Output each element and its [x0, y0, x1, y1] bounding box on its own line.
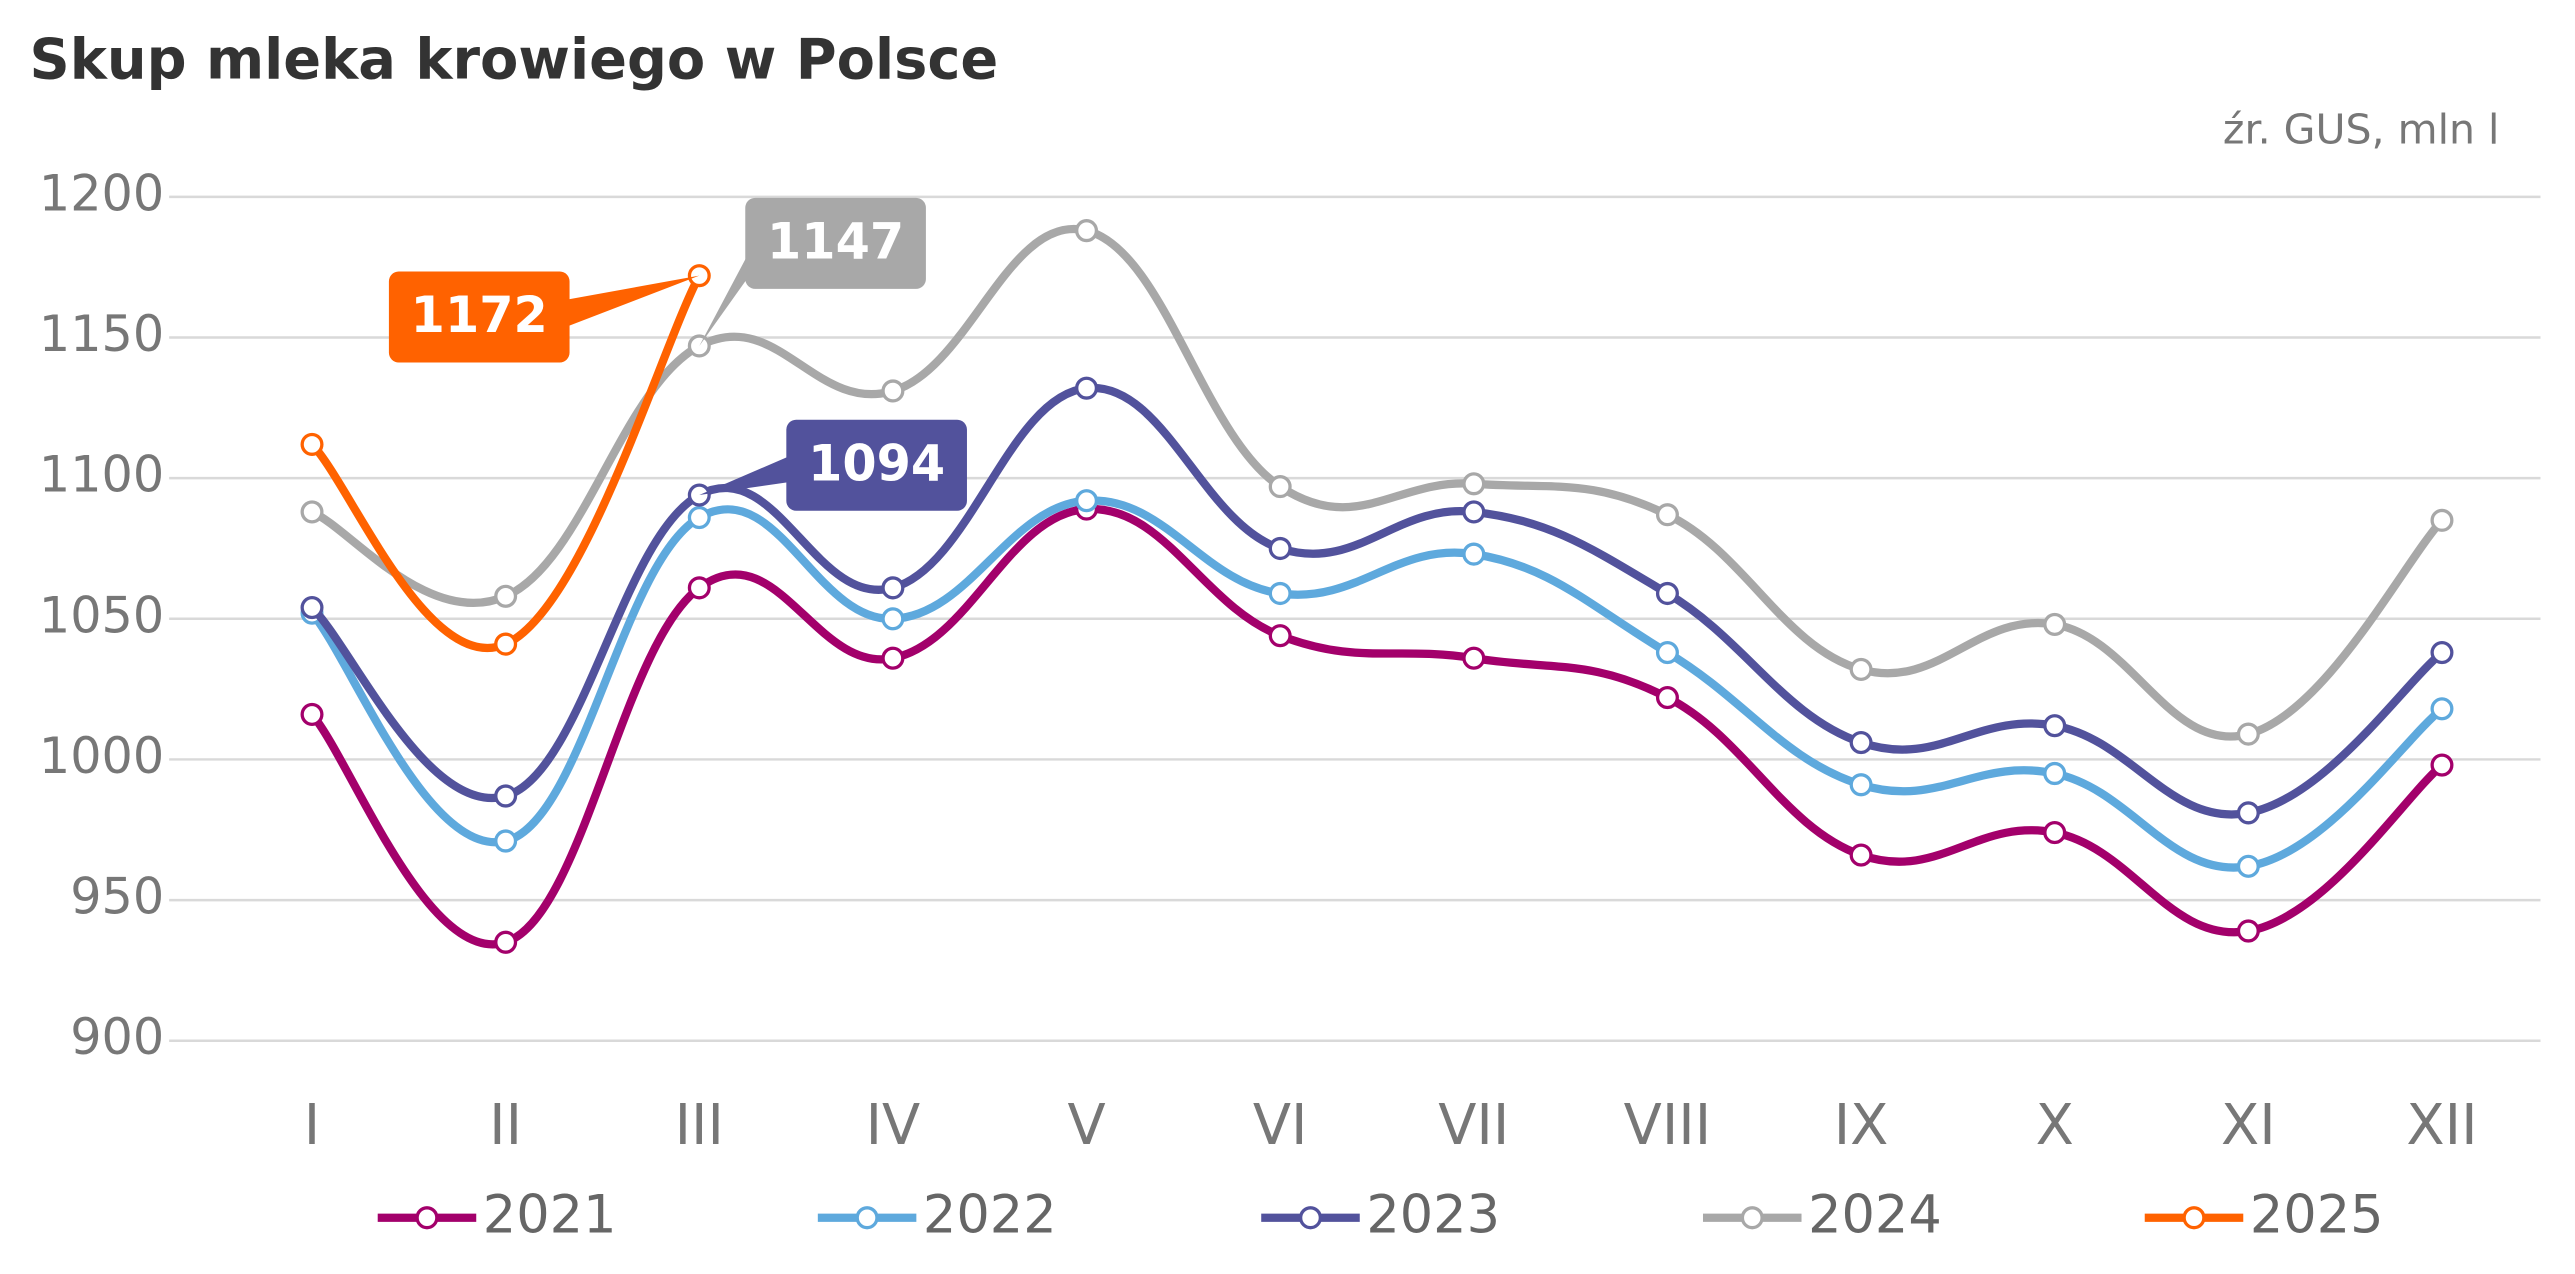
data-point [1075, 376, 1099, 400]
data-point [1462, 646, 1486, 670]
data-point [2236, 722, 2260, 746]
data-point [881, 607, 905, 631]
legend-marker [855, 1206, 879, 1230]
data-point [2043, 612, 2067, 637]
data-point [300, 432, 324, 456]
legend-marker [2182, 1206, 2206, 1230]
legend-marker [415, 1206, 439, 1230]
data-point [1849, 730, 1873, 755]
data-label: 1094 [808, 434, 945, 492]
x-tick-label: XI [2221, 1093, 2276, 1158]
data-point [2236, 854, 2260, 878]
callout-pointer [699, 450, 803, 496]
data-point [1462, 472, 1486, 496]
data-point [1268, 536, 1292, 561]
data-point [1462, 542, 1486, 566]
x-tick-label: XII [2406, 1093, 2477, 1158]
x-tick-label: III [675, 1093, 724, 1158]
data-point [300, 702, 324, 727]
data-point [2043, 820, 2067, 845]
data-point [1655, 685, 1679, 710]
y-tick-label: 950 [70, 867, 164, 925]
legend-marker [1298, 1206, 1322, 1230]
callout-box [745, 197, 926, 289]
data-label: 1172 [411, 286, 548, 344]
data-point [1849, 657, 1873, 682]
x-tick-label: IX [1834, 1093, 1889, 1158]
data-point [1268, 475, 1292, 499]
series-line [307, 383, 2447, 819]
legend-label: 2021 [483, 1184, 617, 1245]
chart-title: Skup mleka krowiego w Polsce [30, 27, 999, 92]
data-point [1655, 503, 1679, 527]
x-tick-label: VII [1438, 1093, 1509, 1158]
data-point [881, 646, 905, 670]
series-line [307, 224, 2447, 741]
series-line [307, 496, 2447, 872]
data-point [1268, 624, 1292, 648]
legend-marker [1740, 1206, 1764, 1230]
data-point [2430, 640, 2454, 665]
data-point [1849, 843, 1873, 867]
data-point [2430, 753, 2454, 777]
data-point [494, 930, 518, 954]
data-point [494, 584, 518, 608]
data-point [687, 576, 711, 600]
data-point [1075, 219, 1099, 243]
x-tick-label: X [2036, 1093, 2074, 1158]
x-tick-label: VI [1253, 1093, 1308, 1158]
y-tick-label: 1000 [39, 727, 164, 785]
data-point [494, 829, 518, 853]
data-point [2236, 801, 2260, 825]
x-tick-label: I [304, 1093, 320, 1158]
legend-label: 2024 [1808, 1184, 1942, 1245]
y-tick-label: 900 [70, 1008, 164, 1066]
x-tick-label: IV [866, 1093, 921, 1158]
data-point [1462, 500, 1486, 524]
data-point [1849, 773, 1873, 797]
x-tick-label: II [489, 1093, 522, 1158]
x-tick-label: VIII [1624, 1093, 1712, 1158]
data-point [494, 784, 518, 808]
data-point [2430, 697, 2454, 721]
legend-label: 2023 [1366, 1184, 1500, 1245]
x-tick-label: V [1067, 1093, 1105, 1158]
data-point [2236, 919, 2260, 943]
data-point [1268, 581, 1292, 606]
data-point [881, 379, 905, 403]
data-point [1655, 581, 1679, 606]
callout-box [388, 271, 570, 363]
data-label: 1147 [767, 212, 904, 270]
y-tick-label: 1050 [39, 586, 164, 644]
data-point [494, 632, 518, 656]
y-tick-label: 1200 [39, 164, 164, 222]
chart-subtitle: źr. GUS, mln l [2223, 105, 2500, 153]
series-line [307, 504, 2447, 949]
data-point [300, 595, 324, 620]
callout-box [786, 419, 967, 511]
data-point [1655, 640, 1679, 665]
data-point [2043, 761, 2067, 786]
legend-label: 2022 [923, 1184, 1057, 1245]
callout-pointer [553, 275, 700, 332]
data-point [300, 500, 324, 524]
data-point [2043, 714, 2067, 738]
legend-label: 2025 [2250, 1184, 2384, 1245]
data-point [1075, 489, 1099, 513]
y-tick-label: 1100 [39, 446, 164, 504]
data-point [881, 576, 905, 600]
data-point [687, 505, 711, 530]
y-tick-label: 1150 [39, 305, 164, 363]
data-point [2430, 508, 2454, 532]
